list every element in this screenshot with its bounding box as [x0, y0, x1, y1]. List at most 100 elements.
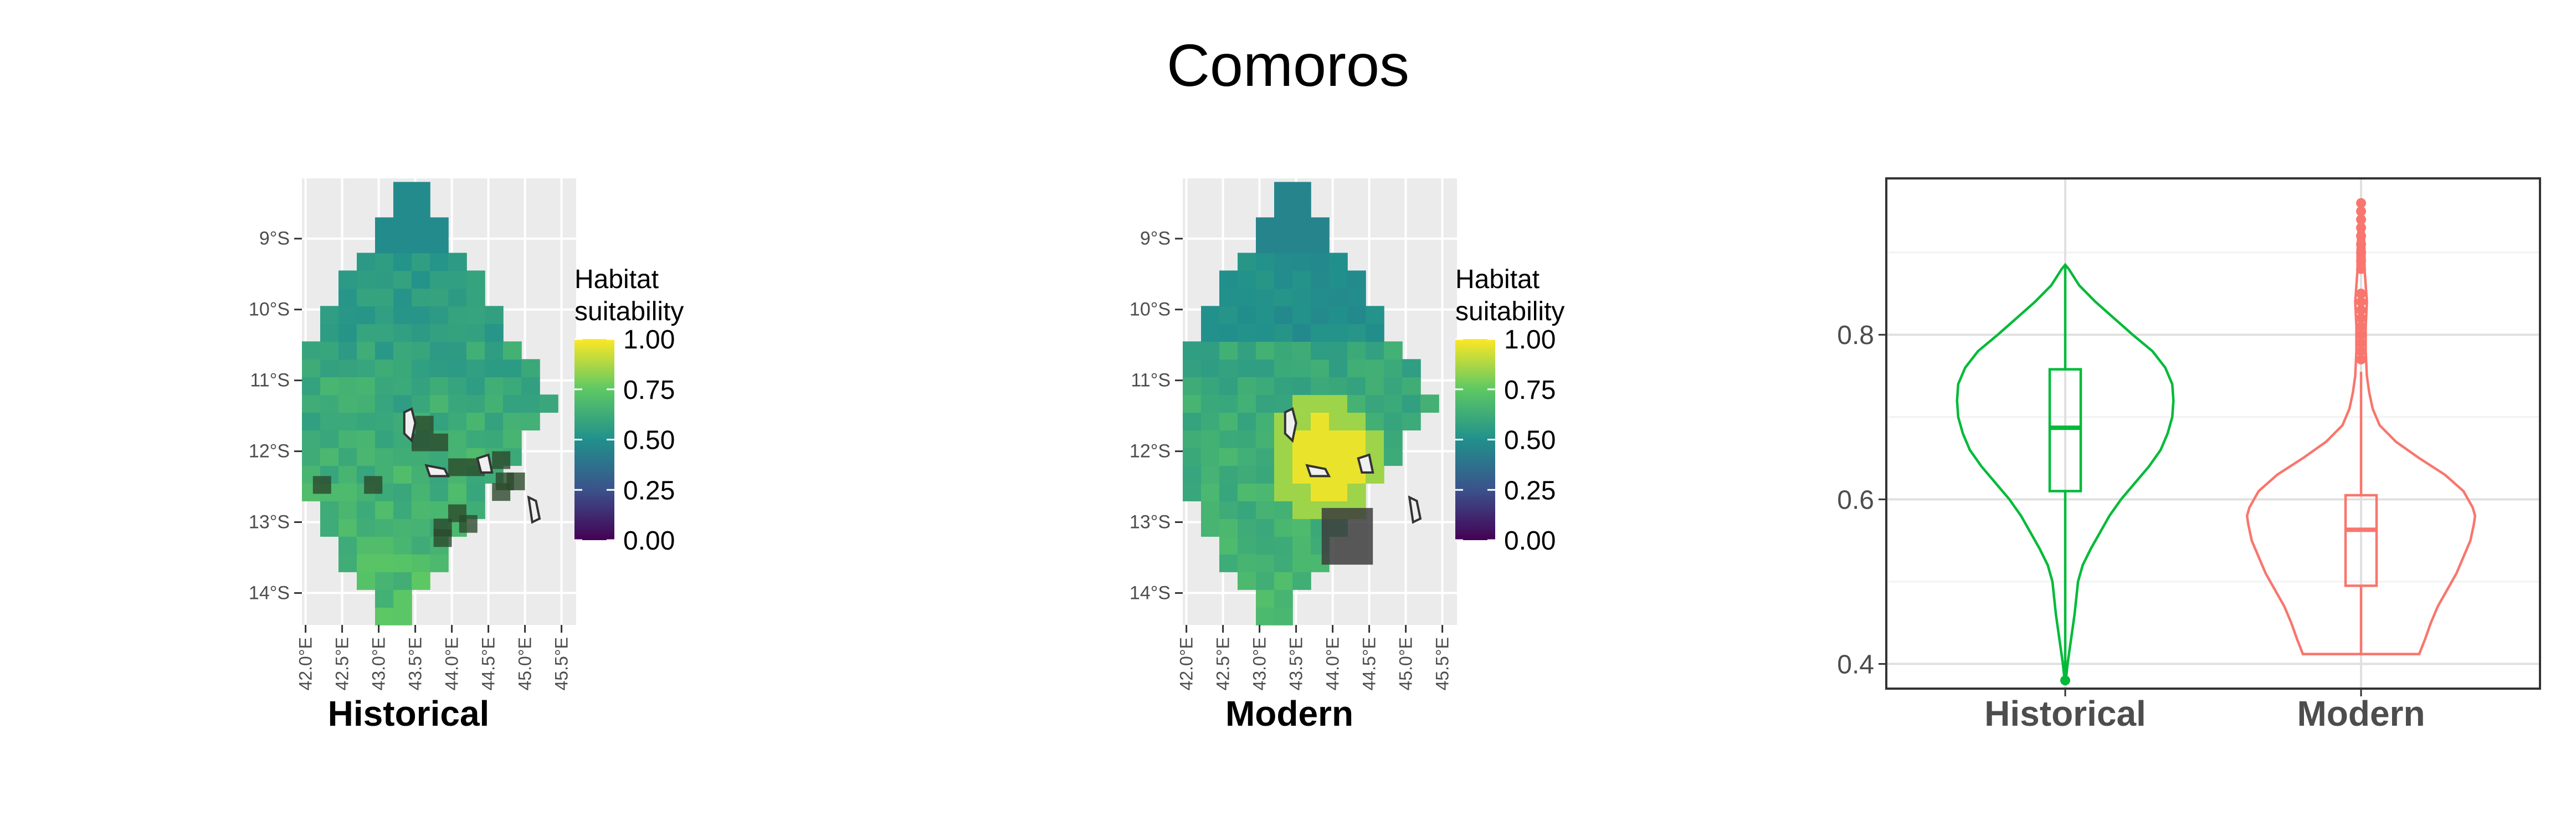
raster-cell — [338, 483, 357, 501]
raster-cell — [466, 359, 485, 378]
raster-cell — [1256, 235, 1275, 254]
raster-cell — [1274, 448, 1293, 466]
outlier-point — [2356, 247, 2366, 258]
outlier-point — [2356, 230, 2366, 241]
raster-cell — [1219, 536, 1238, 555]
raster-cell — [302, 412, 321, 430]
raster-cell — [412, 199, 430, 218]
raster-cell — [412, 536, 430, 555]
raster-cell — [1347, 394, 1366, 413]
raster-cell — [1183, 483, 1202, 501]
raster-cell — [357, 448, 376, 466]
raster-cell — [375, 253, 394, 271]
raster-cell — [302, 359, 321, 378]
raster-cell — [1292, 501, 1311, 519]
masked-cell — [448, 458, 466, 476]
outlier-point — [2356, 264, 2366, 274]
raster-cell — [1366, 359, 1384, 378]
raster-cell — [1256, 394, 1275, 413]
raster-cell — [1219, 306, 1238, 325]
x-tick-label: 44.0°E — [1323, 637, 1343, 690]
raster-cell — [1311, 235, 1330, 254]
raster-cell — [1183, 412, 1202, 430]
raster-cell — [1329, 448, 1348, 466]
raster-cell — [1311, 217, 1330, 236]
raster-cell — [1201, 519, 1220, 537]
raster-cell — [1256, 430, 1275, 448]
island-outline — [1284, 407, 1297, 443]
outlier-point — [2356, 346, 2366, 356]
x-tick-label: 45.5°E — [552, 637, 572, 690]
raster-cell — [412, 359, 430, 378]
raster-cell — [1384, 430, 1403, 448]
raster-cell — [375, 572, 394, 590]
raster-cell — [375, 394, 394, 413]
raster-cell — [1238, 377, 1256, 396]
raster-cell — [375, 448, 394, 466]
outlier-point — [2356, 223, 2366, 233]
raster-cell — [412, 501, 430, 519]
raster-cell — [357, 324, 376, 342]
raster-cell — [503, 430, 522, 448]
legend-tick-label: 0.50 — [623, 426, 675, 455]
raster-cell — [1238, 394, 1256, 413]
raster-cell — [302, 430, 321, 448]
raster-cell — [521, 412, 540, 430]
raster-cell — [302, 448, 321, 466]
raster-cell — [503, 377, 522, 396]
masked-cell — [433, 529, 452, 547]
masked-cell — [415, 416, 434, 434]
modern-map-panel: 9°S 10°S 11°S 12°S 13°S 14°S 42.0°E 42.5°E 43.0°… — [1130, 178, 1564, 733]
raster-cell — [1292, 483, 1311, 501]
raster-cell — [1292, 519, 1311, 537]
x-tick-label: 42.5°E — [332, 637, 352, 690]
raster-cell — [393, 235, 412, 254]
raster-cell — [1311, 253, 1330, 271]
raster-cell — [521, 377, 540, 396]
raster-cell — [393, 182, 412, 201]
raster-cell — [1274, 235, 1293, 254]
raster-cell — [357, 501, 376, 519]
raster-cell — [412, 253, 430, 271]
raster-cell — [357, 377, 376, 396]
island-outline — [1357, 453, 1374, 474]
raster-cell — [1347, 341, 1366, 360]
raster-cell — [393, 341, 412, 360]
legend-tick-label: 0.25 — [623, 476, 675, 505]
raster-cell — [393, 270, 412, 289]
raster-cell — [412, 306, 430, 325]
y-tick-label: 9°S — [259, 228, 290, 249]
raster-cell — [1292, 199, 1311, 218]
masked-cell — [492, 483, 511, 501]
island-outline — [476, 453, 494, 474]
raster-cell — [320, 412, 339, 430]
legend-tick-label: 0.50 — [1504, 426, 1556, 455]
raster-cell — [1347, 324, 1366, 342]
raster-cell — [393, 324, 412, 342]
raster-cell — [375, 270, 394, 289]
raster-cell — [412, 288, 430, 307]
raster-cell — [1183, 377, 1202, 396]
raster-cell — [1292, 359, 1311, 378]
raster-cell — [338, 412, 357, 430]
raster-cell — [1238, 270, 1256, 289]
raster-cell — [466, 341, 485, 360]
raster-cell — [1219, 554, 1238, 572]
y-tick-label: 12°S — [1130, 441, 1171, 462]
historical-map-panel: 9°S 10°S 11°S 12°S 13°S 14°S 42.0°E 42.5°E 43.0°… — [249, 178, 684, 733]
raster-cell — [430, 554, 449, 572]
raster-cell — [412, 341, 430, 360]
raster-cell — [430, 270, 449, 289]
raster-cell — [466, 306, 485, 325]
raster-cell — [1219, 519, 1238, 537]
raster-cell — [338, 288, 357, 307]
raster-cell — [1183, 341, 1202, 360]
raster-cell — [1274, 182, 1293, 201]
raster-cell — [485, 394, 504, 413]
raster-cell — [1256, 465, 1275, 484]
raster-cell — [1256, 554, 1275, 572]
y-tick-label: 11°S — [1131, 370, 1171, 391]
raster-cell — [1292, 253, 1311, 271]
raster-cell — [466, 288, 485, 307]
raster-cell — [1256, 412, 1275, 430]
